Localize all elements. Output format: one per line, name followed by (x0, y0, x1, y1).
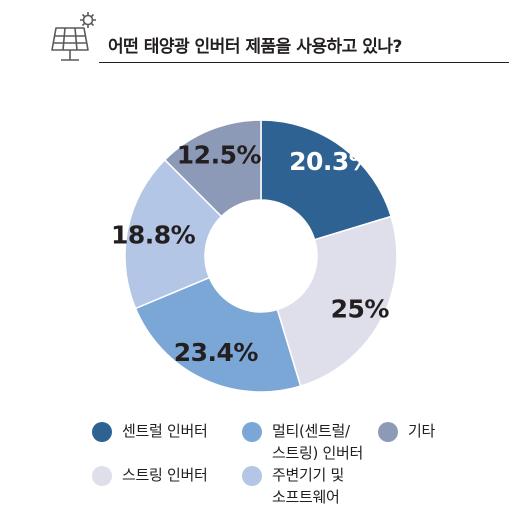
legend-label: 센트럴 인버터 (122, 422, 208, 440)
legend-item-2: 멀티(센트럴/ 스트링) 인버터 (242, 420, 363, 464)
legend-label: 멀티(센트럴/ 스트링) 인버터 (272, 422, 364, 462)
chart-title: 어떤 태양광 인버터 제품을 사용하고 있나? (108, 37, 402, 57)
legend-item-1: 센트럴 인버터 (92, 420, 208, 442)
legend-swatch (92, 422, 112, 442)
title-underline (99, 62, 509, 63)
donut-slice-1 (260, 119, 393, 241)
donut-slice-5 (163, 119, 262, 218)
donut-slice-3 (134, 276, 302, 393)
legend-item-3: 기타 (378, 420, 435, 442)
donut-slice-4 (124, 158, 223, 310)
donut-slice-2 (276, 215, 398, 388)
chart-header: 어떤 태양광 인버터 제품을 사용하고 있나? (44, 10, 509, 70)
slice-value-label-2: 25% (331, 295, 390, 324)
legend-label: 기타 (408, 422, 436, 440)
legend-item-5: 주변기기 및 소프트웨어 (242, 464, 344, 508)
legend-label: 주변기기 및 소프트웨어 (272, 466, 344, 506)
legend-swatch (92, 466, 112, 486)
legend-swatch (242, 422, 262, 442)
legend-swatch (242, 466, 262, 486)
slice-value-label-5: 12.5% (177, 140, 262, 169)
slice-value-label-3: 23.4% (174, 338, 259, 367)
legend-item-4: 스트링 인버터 (92, 464, 208, 486)
legend-swatch (378, 422, 398, 442)
legend-label: 스트링 인버터 (122, 466, 208, 484)
slice-value-label-1: 20.3% (289, 147, 374, 176)
slice-value-label-4: 18.8% (111, 221, 196, 250)
solar-panel-icon (51, 12, 96, 61)
